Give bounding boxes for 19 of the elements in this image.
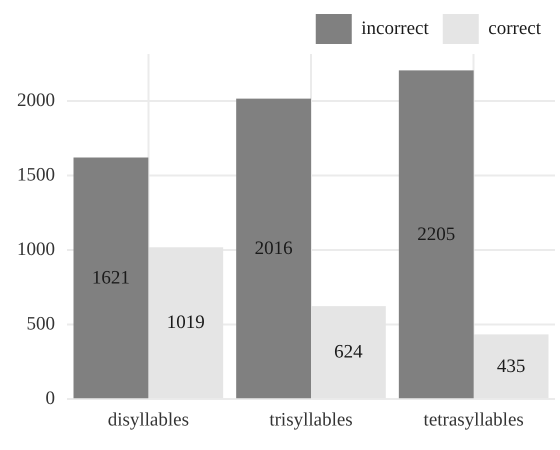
y-tick-label: 2000 bbox=[17, 90, 55, 111]
bar bbox=[236, 98, 311, 398]
data-label: 435 bbox=[496, 356, 526, 377]
legend-label: correct bbox=[488, 18, 542, 39]
x-tick-label: disyllables bbox=[108, 410, 189, 431]
legend-label: incorrect bbox=[361, 18, 430, 39]
data-label: 2205 bbox=[417, 224, 456, 245]
x-tick-label: tetrasyllables bbox=[424, 410, 524, 431]
data-label: 1019 bbox=[166, 312, 205, 334]
y-tick-label: 0 bbox=[46, 388, 55, 410]
data-label: 1621 bbox=[92, 267, 130, 288]
bar bbox=[74, 157, 148, 398]
y-tick-label: 1500 bbox=[17, 164, 55, 186]
y-tick-label: 1000 bbox=[17, 239, 55, 260]
bar bbox=[398, 70, 474, 398]
data-label: 2016 bbox=[254, 238, 293, 259]
data-label: 624 bbox=[334, 342, 364, 363]
y-tick-label: 500 bbox=[26, 314, 55, 335]
x-tick-label: trisyllables bbox=[269, 410, 353, 431]
